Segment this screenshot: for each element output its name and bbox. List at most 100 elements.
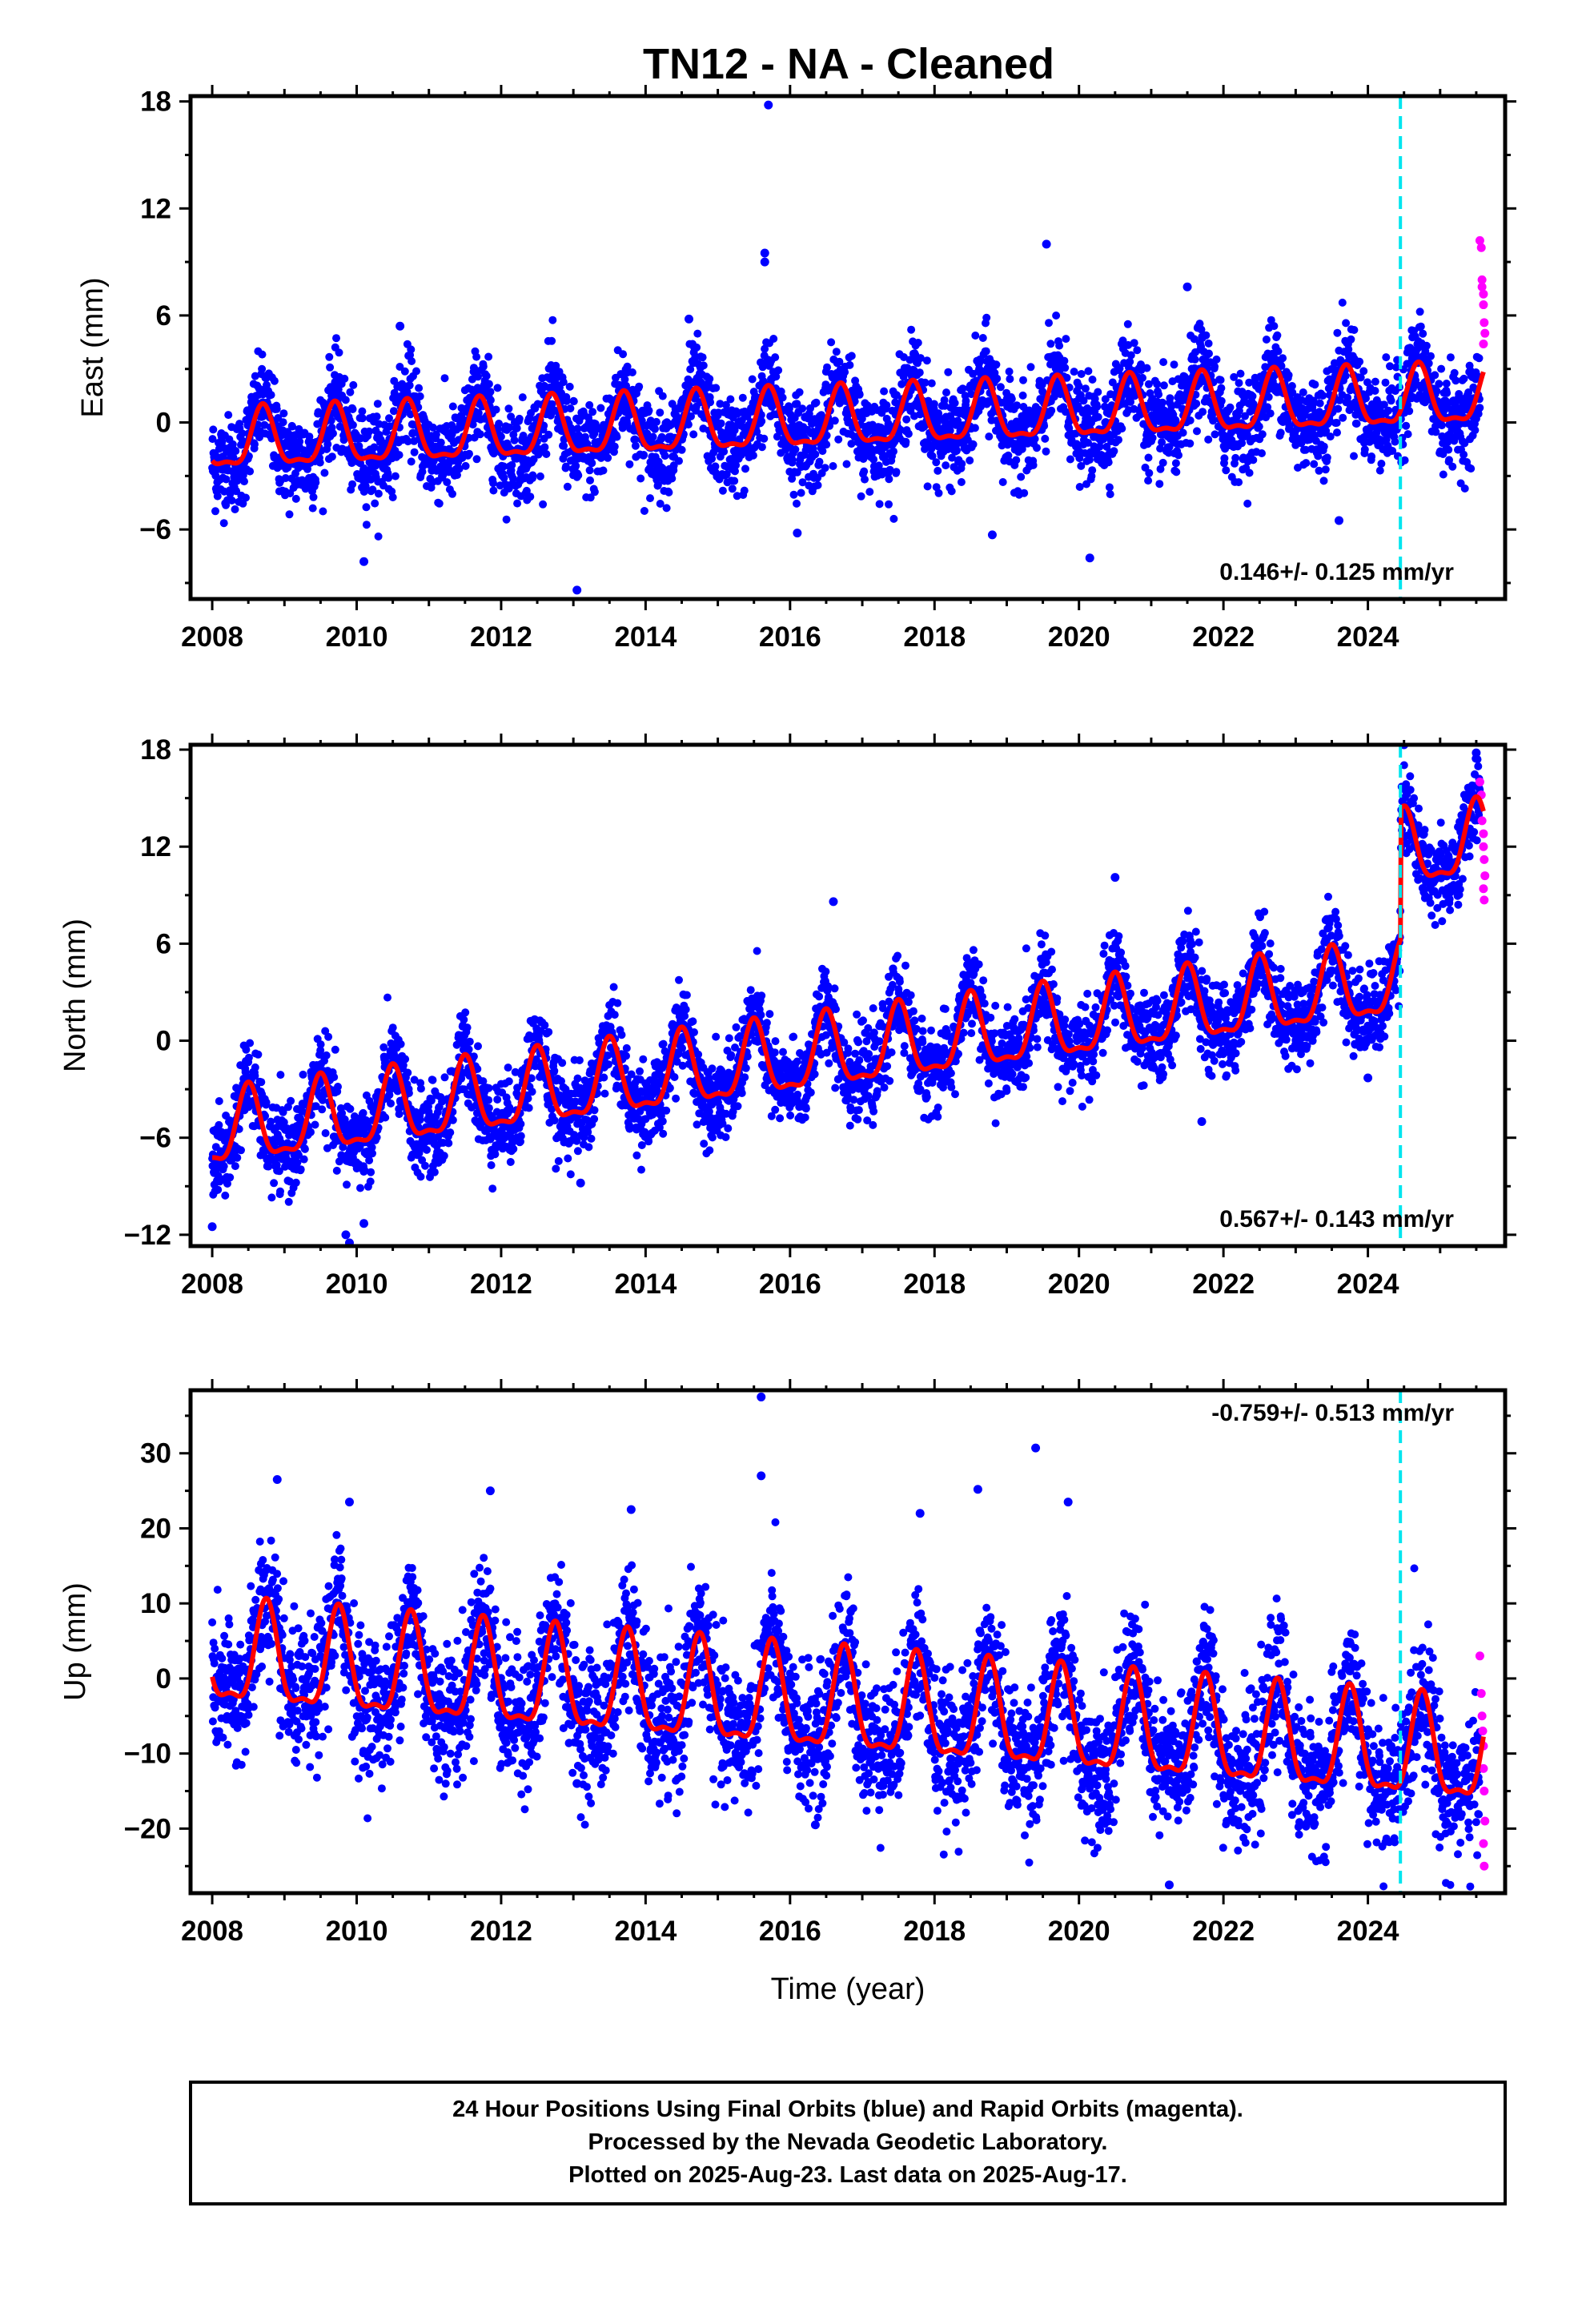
north-data-point <box>440 1073 449 1082</box>
east-data-point <box>1026 363 1035 372</box>
north-data-point <box>321 1129 330 1137</box>
east-data-point <box>942 461 950 470</box>
east-data-point <box>865 488 874 497</box>
east-data-point <box>778 393 787 402</box>
east-data-point <box>1405 407 1414 416</box>
east-data-point <box>410 448 419 456</box>
north-data-point <box>396 1039 405 1048</box>
east-data-point <box>1154 390 1163 399</box>
east-data-point <box>231 447 240 456</box>
east-data-point <box>993 374 1002 383</box>
east-data-point <box>847 440 856 448</box>
east-data-point <box>1029 460 1038 469</box>
east-data-point <box>720 447 729 456</box>
east-data-point <box>258 364 267 373</box>
east-data-point <box>586 493 595 502</box>
east-data-point <box>1460 485 1469 493</box>
east-data-point <box>495 420 504 428</box>
north-data-point <box>254 1050 263 1059</box>
east-data-point <box>1093 403 1102 411</box>
east-data-point <box>536 472 544 480</box>
east-data-point <box>815 457 824 466</box>
east-data-point <box>992 360 1001 369</box>
east-data-point <box>1402 421 1411 430</box>
north-data-point <box>316 1040 325 1049</box>
east-data-point <box>502 515 511 524</box>
east-data-point <box>1279 354 1287 363</box>
east-data-point <box>396 363 404 371</box>
east-data-point <box>242 493 250 502</box>
east-data-point <box>515 414 524 423</box>
east-data-point <box>295 437 304 446</box>
east-data-point <box>219 519 228 528</box>
east-data-point <box>1367 452 1376 460</box>
north-data-point <box>460 1015 468 1024</box>
east-data-point <box>562 396 571 405</box>
east-data-point <box>1226 403 1235 412</box>
east-data-point <box>913 339 922 347</box>
east-data-point <box>504 404 513 413</box>
east-data-point <box>1172 468 1181 476</box>
east-data-point <box>588 408 597 416</box>
east-data-point <box>1235 379 1243 388</box>
east-data-point <box>757 417 766 425</box>
east-data-point <box>1442 380 1451 388</box>
east-data-point <box>813 480 822 489</box>
east-data-point <box>240 477 248 486</box>
east-data-point <box>1381 378 1390 387</box>
east-outlier-point <box>1182 282 1192 292</box>
east-data-point <box>1081 384 1090 393</box>
east-data-point <box>832 348 841 356</box>
east-data-point <box>1159 381 1168 390</box>
east-data-point <box>1084 367 1093 376</box>
north-data-point <box>359 1108 367 1117</box>
north-data-point <box>262 1098 271 1107</box>
east-data-point <box>1158 458 1167 467</box>
east-data-point <box>793 499 801 508</box>
east-data-point <box>657 432 666 441</box>
east-data-point <box>472 352 481 361</box>
east-data-point <box>1355 357 1364 366</box>
east-data-point <box>1326 432 1335 441</box>
east-data-point <box>1118 424 1126 433</box>
east-data-point <box>1302 459 1311 468</box>
east-data-point <box>942 388 950 397</box>
east-data-point <box>544 430 553 439</box>
east-data-point <box>229 453 238 462</box>
east-data-point <box>1114 436 1122 444</box>
east-data-point <box>211 507 219 516</box>
east-data-point <box>1360 445 1369 454</box>
east-data-point <box>272 404 281 413</box>
east-data-point <box>619 350 628 359</box>
east-data-point <box>1333 428 1341 437</box>
east-x-tick-label: 2018 <box>903 621 966 653</box>
east-data-point <box>288 422 297 431</box>
north-data-point <box>219 1162 228 1171</box>
east-data-point <box>358 414 367 423</box>
north-data-point <box>233 1153 242 1162</box>
east-data-point <box>861 475 869 484</box>
east-data-point <box>326 363 335 372</box>
east-data-point <box>957 478 966 486</box>
east-data-point <box>1086 456 1094 464</box>
east-data-point <box>687 412 695 420</box>
east-data-point <box>953 446 961 455</box>
east-data-point <box>405 381 414 390</box>
east-data-point <box>834 435 843 444</box>
east-data-point <box>599 466 608 475</box>
east-data-point <box>1270 322 1279 331</box>
east-data-point <box>1382 353 1391 362</box>
east-data-point <box>978 334 987 342</box>
east-data-point <box>628 368 636 376</box>
north-data-point <box>324 1032 333 1041</box>
east-data-point <box>698 353 707 362</box>
east-data-point <box>1170 360 1178 369</box>
east-data-point <box>356 448 365 456</box>
east-data-point <box>279 409 288 418</box>
east-data-point <box>1319 442 1328 451</box>
east-outlier-point <box>1085 553 1094 563</box>
east-data-point <box>1006 375 1014 384</box>
east-data-point <box>1315 466 1323 475</box>
east-data-point <box>548 336 556 345</box>
